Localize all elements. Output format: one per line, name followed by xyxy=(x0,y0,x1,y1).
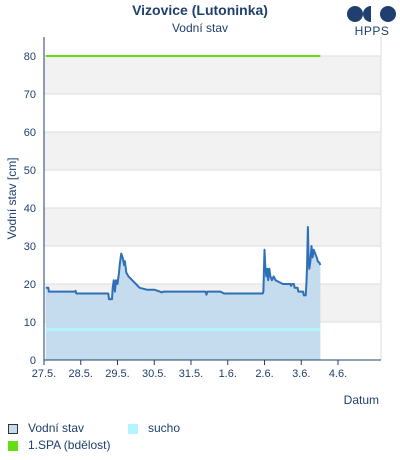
plot-band xyxy=(44,208,381,246)
hpps-logo: HPPS xyxy=(344,4,400,40)
legend-label-water: Vodní stav xyxy=(28,421,85,435)
legend-swatch-water xyxy=(8,424,18,434)
y-tick-label: 60 xyxy=(24,127,36,139)
y-tick-label: 10 xyxy=(24,317,36,329)
plot-band xyxy=(44,56,381,94)
x-tick-label: 4.6. xyxy=(329,368,347,380)
legend-swatch-dry xyxy=(128,424,138,434)
x-tick-label: 28.5. xyxy=(69,368,93,380)
chart-title: Vizovice (Lutoninka) xyxy=(132,2,268,18)
water-level-line xyxy=(45,226,322,301)
water-level-area xyxy=(45,227,321,360)
x-tick-label: 29.5. xyxy=(105,368,129,380)
logo-text: HPPS xyxy=(354,24,390,38)
x-tick-label: 30.5. xyxy=(142,368,166,380)
legend-label-spa: 1.SPA (bdělost) xyxy=(28,438,111,452)
x-tick-label: 1.6. xyxy=(219,368,237,380)
y-tick-label: 30 xyxy=(24,241,36,253)
y-tick-label: 80 xyxy=(24,51,36,63)
y-tick-label: 20 xyxy=(24,279,36,291)
chart-subtitle: Vodní stav xyxy=(171,21,229,35)
legend-label-dry: sucho xyxy=(148,421,181,435)
y-tick-label: 40 xyxy=(24,203,36,215)
plot-band xyxy=(44,132,381,170)
legend-swatch-spa xyxy=(8,441,18,451)
x-axis-title: Datum xyxy=(344,393,379,407)
y-tick-label: 70 xyxy=(24,89,36,101)
x-tick-label: 2.6. xyxy=(255,368,273,380)
y-tick-label: 0 xyxy=(30,355,36,367)
y-axis-title: Vodní stav [cm] xyxy=(5,157,19,239)
y-tick-label: 50 xyxy=(24,165,36,177)
hpps-logo-icon xyxy=(347,6,396,22)
x-tick-label: 31.5. xyxy=(179,368,203,380)
x-tick-label: 3.6. xyxy=(292,368,310,380)
x-tick-label: 27.5. xyxy=(32,368,56,380)
